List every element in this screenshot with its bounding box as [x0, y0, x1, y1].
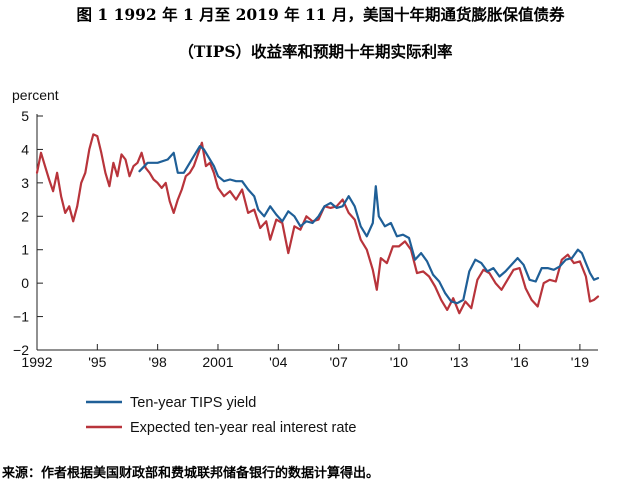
chart-title-line-2: （TIPS）收益率和预期十年期实际利率 [178, 42, 453, 61]
y-tick-label: 0 [21, 275, 29, 291]
x-tick-label: '19 [571, 354, 589, 370]
y-tick-label: 1 [21, 242, 29, 258]
y-tick-label: −2 [13, 342, 29, 358]
y-axis-unit-label: percent [12, 87, 59, 103]
x-tick-label: '10 [390, 354, 408, 370]
series-line-expected [35, 133, 600, 315]
x-tick-label: '95 [88, 354, 106, 370]
x-tick-label: '98 [149, 354, 167, 370]
y-tick-label: 5 [21, 108, 29, 124]
series-layer [35, 133, 600, 315]
y-tick-label: 3 [21, 175, 29, 191]
chart-legend: Ten-year TIPS yield Expected ten-year re… [86, 395, 356, 436]
legend-label-tips: Ten-year TIPS yield [130, 395, 256, 411]
chart-title-line-1: 图 1 1992 年 1 月至 2019 年 11 月，美国十年期通货膨胀保值债… [76, 5, 565, 24]
x-tick-label: '07 [329, 354, 347, 370]
x-tick-label: '04 [269, 354, 287, 370]
y-tick-label: 4 [21, 141, 29, 157]
x-tick-label: '13 [450, 354, 468, 370]
y-tick-label: 2 [21, 208, 29, 224]
x-tick-label: '16 [510, 354, 528, 370]
series-line-tips [138, 144, 600, 305]
x-tick-label: 2001 [202, 354, 233, 370]
source-note: 来源：作者根据美国财政部和费城联邦储备银行的数据计算得出。 [2, 466, 380, 481]
y-tick-label: −1 [13, 309, 29, 325]
line-chart: percent −2 −1 0 1 2 3 4 5 1992 '95 '98 2001 '04 '07 '1… [12, 87, 600, 436]
x-tick-label: 1992 [21, 354, 52, 370]
legend-label-expected: Expected ten-year real interest rate [130, 420, 356, 436]
chart-axes: −2 −1 0 1 2 3 4 5 1992 '95 '98 2001 '04 '07 '10 '13 '16 '… [13, 108, 598, 370]
